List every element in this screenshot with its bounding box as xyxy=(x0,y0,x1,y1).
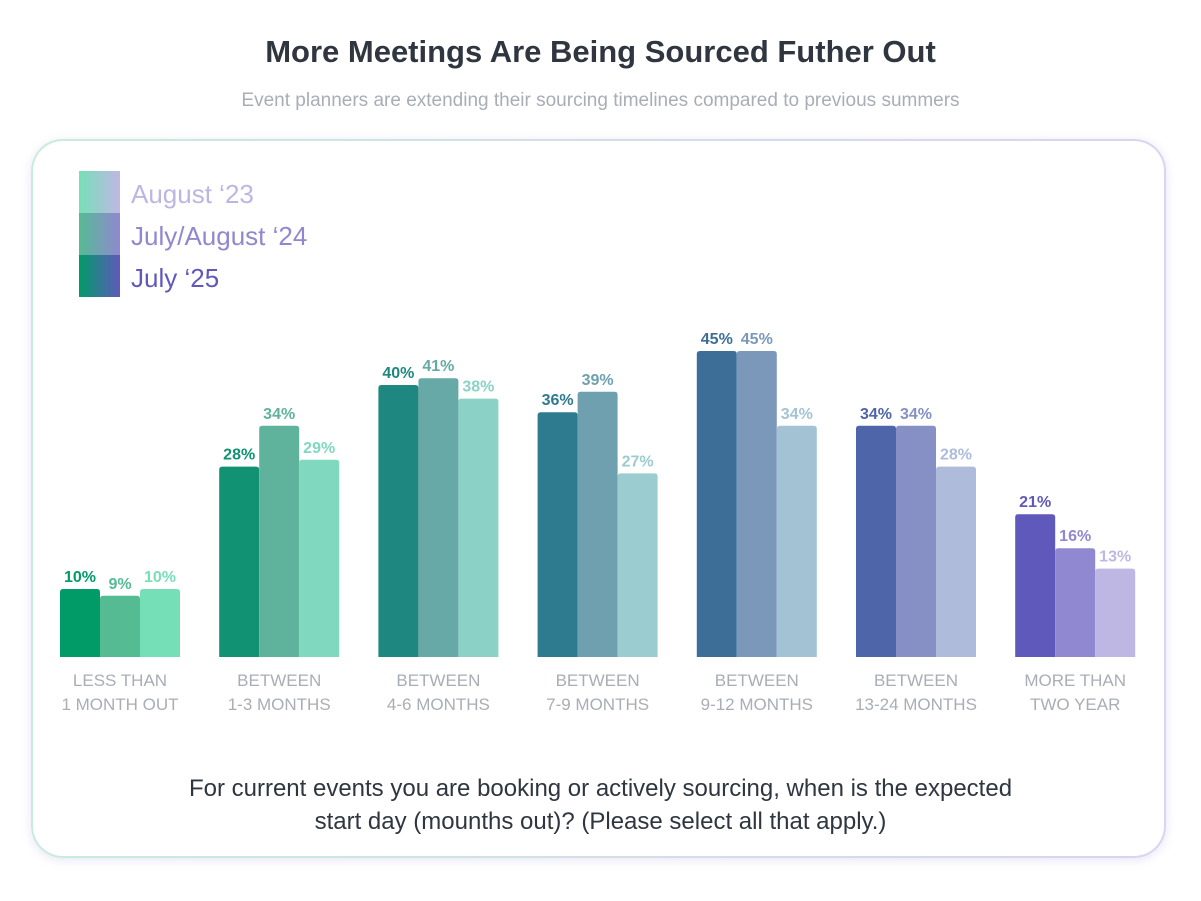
category-label: BETWEEN xyxy=(396,671,480,690)
bar xyxy=(458,398,499,657)
category-label: BETWEEN xyxy=(715,671,799,690)
question-line-2: start day (mounths out)? (Please select … xyxy=(314,808,887,835)
bar xyxy=(1095,568,1136,657)
data-label: 28% xyxy=(223,447,255,464)
category-label: LESS THAN xyxy=(73,671,167,690)
data-label: 40% xyxy=(382,365,414,382)
category-label: 1-3 MONTHS xyxy=(228,695,331,714)
category-label: 7-9 MONTHS xyxy=(546,695,649,714)
survey-question: For current events you are booking or ac… xyxy=(0,772,1201,838)
category-label: BETWEEN xyxy=(237,671,321,690)
bar xyxy=(856,425,896,657)
category-label: TWO YEAR xyxy=(1030,695,1120,714)
data-label: 34% xyxy=(263,406,295,423)
bar xyxy=(60,589,100,657)
data-label: 29% xyxy=(303,440,335,457)
legend-swatch xyxy=(79,255,120,297)
bar xyxy=(537,412,578,657)
chart-title: More Meetings Are Being Sourced Futher O… xyxy=(265,34,936,69)
legend-swatch xyxy=(79,171,120,213)
bar xyxy=(936,466,976,657)
legend-swatch xyxy=(79,213,120,255)
data-label: 38% xyxy=(462,379,494,396)
category-label: 1 MONTH OUT xyxy=(61,695,178,714)
bar xyxy=(299,459,340,657)
legend-label: July/August ‘24 xyxy=(131,221,307,251)
bar xyxy=(219,466,260,657)
bar xyxy=(378,385,419,657)
legend-label: July ‘25 xyxy=(131,263,219,293)
data-label: 10% xyxy=(64,569,96,586)
category-label: 4-6 MONTHS xyxy=(387,695,490,714)
data-label: 36% xyxy=(542,392,574,409)
data-label: 28% xyxy=(940,447,972,464)
category-label: MORE THAN xyxy=(1024,671,1126,690)
data-label: 34% xyxy=(900,406,932,423)
category-label: 9-12 MONTHS xyxy=(701,695,813,714)
data-label: 34% xyxy=(781,406,813,423)
data-label: 9% xyxy=(108,576,131,593)
bar xyxy=(736,351,777,657)
data-label: 21% xyxy=(1019,494,1051,511)
bar xyxy=(617,473,658,657)
bar xyxy=(259,425,300,657)
bar xyxy=(140,589,180,657)
category-label: BETWEEN xyxy=(874,671,958,690)
data-label: 27% xyxy=(622,453,654,470)
chart-subtitle: Event planners are extending their sourc… xyxy=(241,90,960,111)
data-label: 39% xyxy=(582,372,614,389)
data-label: 34% xyxy=(860,406,892,423)
bar xyxy=(696,351,737,657)
category-label: BETWEEN xyxy=(556,671,640,690)
bar xyxy=(1015,514,1056,657)
question-line-1: For current events you are booking or ac… xyxy=(188,775,1013,802)
bar xyxy=(776,425,817,657)
bar xyxy=(896,425,936,657)
bar xyxy=(577,391,618,657)
bar xyxy=(100,595,140,657)
data-label: 41% xyxy=(422,358,454,375)
bar xyxy=(1055,548,1096,657)
category-label: 13-24 MONTHS xyxy=(855,695,977,714)
legend-label: August ‘23 xyxy=(131,179,254,209)
data-label: 45% xyxy=(701,331,733,348)
data-label: 45% xyxy=(741,331,773,348)
data-label: 10% xyxy=(144,569,176,586)
data-label: 16% xyxy=(1059,528,1091,545)
bar xyxy=(418,378,459,657)
data-label: 13% xyxy=(1099,549,1131,566)
